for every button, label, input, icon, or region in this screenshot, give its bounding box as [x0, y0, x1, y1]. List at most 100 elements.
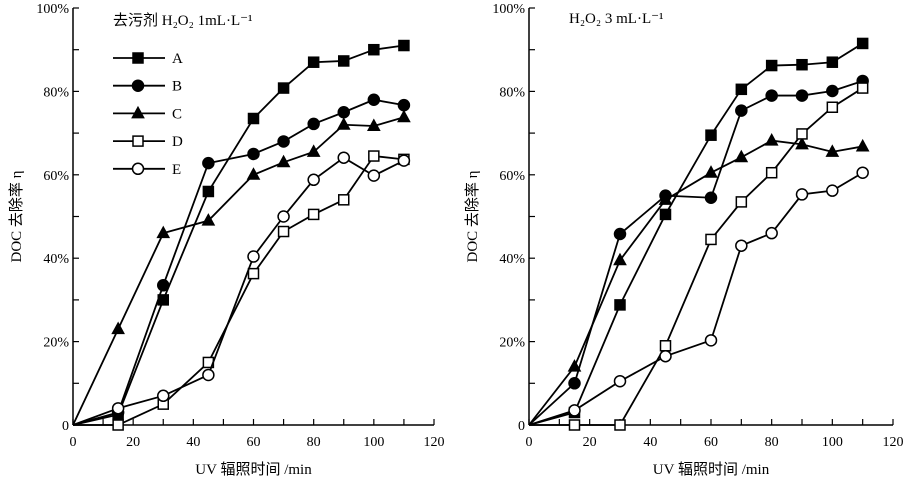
series-line [528, 80, 863, 426]
data-point [277, 225, 290, 238]
data-point [398, 39, 410, 52]
data-point [202, 185, 215, 198]
data-point [368, 150, 380, 162]
data-point [397, 109, 411, 123]
legend-entry: C [113, 105, 182, 122]
data-point [247, 147, 260, 161]
data-point [368, 43, 380, 56]
data-point [397, 98, 411, 112]
data-point [825, 144, 840, 157]
data-point [704, 191, 718, 204]
y-axis-label: DOC 去除率 η [8, 170, 25, 262]
data-point [705, 233, 717, 246]
data-point [307, 208, 320, 221]
panel-title: 去污剂 H₂O₂ 1mL·L⁻¹ [113, 12, 253, 29]
series-line [528, 171, 864, 426]
data-point [826, 101, 839, 113]
data-point [338, 55, 350, 67]
data-point [247, 250, 260, 263]
data-point [337, 151, 350, 164]
legend-marker [131, 79, 145, 92]
data-point [111, 402, 125, 415]
x-tick-label: 80 [765, 435, 779, 450]
data-point [826, 56, 839, 68]
data-point [613, 252, 627, 266]
y-tick-label: 100% [36, 2, 69, 17]
data-point [613, 227, 627, 241]
x-tick-label: 80 [307, 435, 321, 450]
data-point [568, 419, 581, 431]
data-point [112, 419, 124, 431]
data-point [397, 154, 411, 167]
panel-title: H₂O₂ 3 mL·L⁻¹ [569, 11, 664, 27]
data-point [796, 128, 808, 140]
data-point [704, 334, 718, 347]
data-point [246, 167, 261, 180]
data-point [201, 213, 216, 226]
series-line [529, 87, 864, 426]
legend-label: A [172, 51, 183, 67]
data-point [735, 196, 748, 208]
legend-entry: B [113, 79, 182, 95]
series-A [72, 39, 410, 426]
y-tick-label: 80% [499, 85, 525, 100]
data-point [659, 208, 672, 221]
legend-label: C [172, 106, 182, 122]
x-tick-label: 40 [186, 435, 200, 450]
x-tick-label: 0 [526, 435, 533, 450]
data-point [765, 89, 778, 102]
data-point [856, 37, 869, 50]
data-point [247, 267, 260, 280]
data-point [796, 58, 808, 71]
series-5 [528, 166, 869, 426]
data-point [795, 136, 809, 150]
data-point [659, 340, 672, 352]
data-point [735, 104, 748, 117]
data-point [765, 166, 778, 179]
y-tick-label: 60% [499, 169, 525, 184]
x-axis-label: UV 辐照时间 /min [195, 461, 312, 478]
x-tick-label: 60 [247, 435, 261, 450]
legend-entry: D [113, 134, 183, 150]
series-line [72, 116, 405, 426]
x-axis-label: UV 辐照时间 /min [653, 461, 770, 478]
x-tick-label: 40 [643, 435, 657, 450]
y-tick-label: 60% [43, 169, 69, 184]
series-B [72, 93, 411, 426]
data-point [247, 112, 260, 125]
x-tick-label: 20 [126, 435, 140, 450]
data-point [826, 184, 839, 197]
legend-label: D [172, 134, 183, 150]
legend-marker [131, 162, 145, 176]
legend-label: B [172, 79, 182, 95]
series-line [72, 44, 405, 426]
x-tick-label: 100 [822, 435, 843, 450]
data-point [765, 59, 778, 72]
data-point [765, 226, 778, 240]
data-point [856, 82, 869, 94]
data-point [613, 374, 627, 388]
series-C [72, 109, 411, 426]
data-point [337, 106, 350, 119]
data-point [764, 133, 779, 146]
legend-marker [132, 135, 144, 147]
x-tick-label: 120 [424, 435, 445, 450]
data-point [367, 169, 381, 182]
series-line [72, 156, 405, 426]
y-tick-label: 40% [43, 252, 69, 267]
legend-marker [132, 52, 144, 64]
legend-entry: A [113, 51, 183, 67]
data-point [156, 225, 171, 239]
legend-marker [131, 105, 145, 119]
data-point [307, 56, 320, 68]
series-3 [528, 133, 870, 426]
data-point [856, 166, 869, 179]
data-point [795, 89, 809, 102]
data-point [202, 368, 215, 382]
x-tick-label: 60 [704, 435, 718, 450]
chart-panel-2: 0 20% 40% 60% 80% 100% 0 20 40 60 80 100 120 UV 辐照时间 … [464, 2, 904, 478]
y-axis-label: DOC 去除率 η [464, 170, 481, 262]
data-point [658, 192, 673, 205]
data-point [336, 117, 351, 130]
